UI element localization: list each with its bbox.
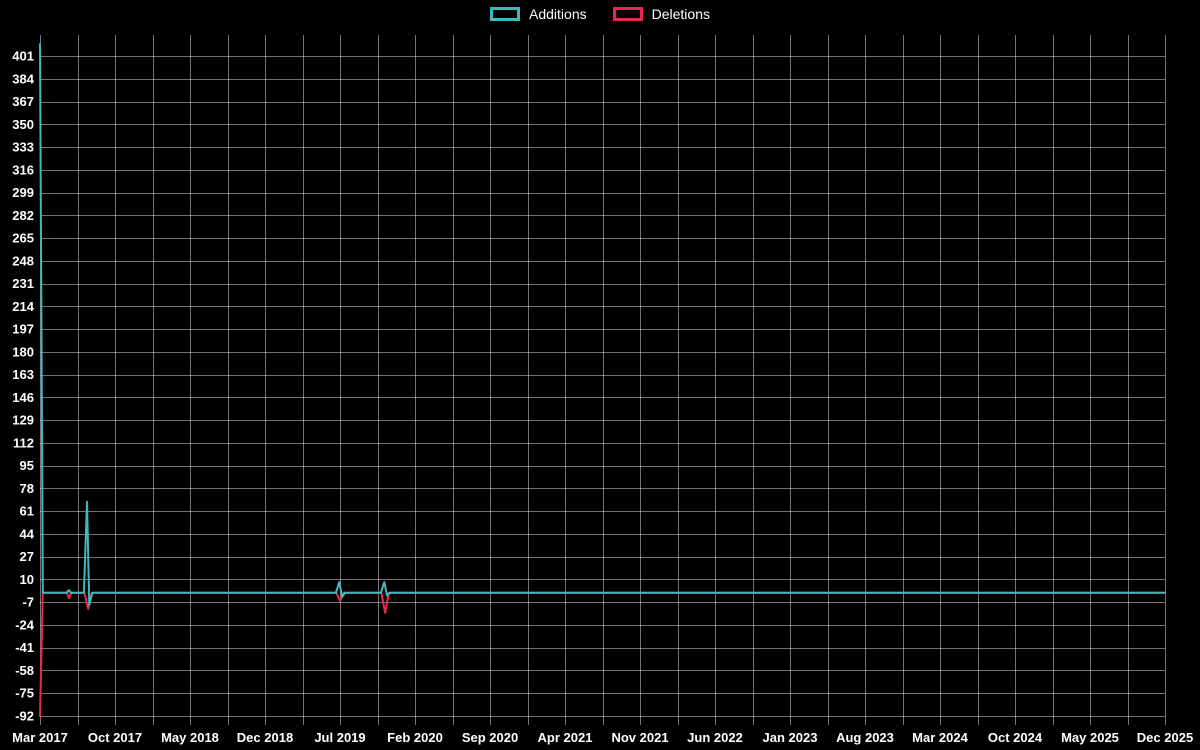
svg-text:Mar 2017: Mar 2017 <box>12 730 68 745</box>
svg-text:Nov 2021: Nov 2021 <box>611 730 668 745</box>
svg-text:-7: -7 <box>22 595 34 610</box>
svg-text:Oct 2017: Oct 2017 <box>88 730 142 745</box>
legend-item-deletions[interactable]: Deletions <box>612 6 710 22</box>
svg-text:-75: -75 <box>15 686 34 701</box>
svg-text:Sep 2020: Sep 2020 <box>462 730 518 745</box>
svg-text:163: 163 <box>12 367 34 382</box>
svg-text:Feb 2020: Feb 2020 <box>387 730 443 745</box>
additions-legend-label: Additions <box>529 6 587 22</box>
svg-text:248: 248 <box>12 253 34 268</box>
deletions-swatch-icon <box>612 7 643 21</box>
svg-text:Aug 2023: Aug 2023 <box>836 730 894 745</box>
svg-text:Jan 2023: Jan 2023 <box>763 730 818 745</box>
svg-text:316: 316 <box>12 162 34 177</box>
svg-text:Dec 2025: Dec 2025 <box>1137 730 1193 745</box>
svg-text:180: 180 <box>12 344 34 359</box>
svg-text:95: 95 <box>20 458 34 473</box>
chart-legend: Additions Deletions <box>0 7 1200 21</box>
svg-text:282: 282 <box>12 208 34 223</box>
svg-text:78: 78 <box>20 481 34 496</box>
svg-text:Dec 2018: Dec 2018 <box>237 730 293 745</box>
grid-lines <box>40 35 1166 725</box>
svg-text:27: 27 <box>20 549 34 564</box>
svg-text:-24: -24 <box>15 617 35 632</box>
additions-line <box>39 43 1166 606</box>
additions-swatch-icon <box>490 7 521 21</box>
svg-text:299: 299 <box>12 185 34 200</box>
svg-text:350: 350 <box>12 117 34 132</box>
svg-text:401: 401 <box>12 49 34 64</box>
svg-text:-41: -41 <box>15 640 34 655</box>
svg-text:Oct 2024: Oct 2024 <box>988 730 1043 745</box>
svg-text:61: 61 <box>20 504 34 519</box>
x-axis-labels: Mar 2017 Oct 2017 May 2018 Dec 2018 Jul 2019… <box>12 730 1193 745</box>
y-axis-labels: 401 384 367 350 333 316 299 282 265 248 231 214 197 1… <box>12 49 34 724</box>
svg-text:-92: -92 <box>15 709 34 724</box>
svg-text:-58: -58 <box>15 663 34 678</box>
svg-text:265: 265 <box>12 231 34 246</box>
svg-text:146: 146 <box>12 390 34 405</box>
svg-text:112: 112 <box>13 435 34 450</box>
svg-text:May 2025: May 2025 <box>1061 730 1119 745</box>
svg-text:214: 214 <box>12 299 34 314</box>
svg-text:10: 10 <box>20 572 34 587</box>
svg-text:Apr 2021: Apr 2021 <box>538 730 593 745</box>
svg-text:May 2018: May 2018 <box>161 730 219 745</box>
svg-text:384: 384 <box>12 71 34 86</box>
svg-text:44: 44 <box>20 526 35 541</box>
svg-text:231: 231 <box>12 276 34 291</box>
svg-text:Jun 2022: Jun 2022 <box>687 730 743 745</box>
svg-text:333: 333 <box>12 140 34 155</box>
deletions-line <box>39 591 1166 717</box>
legend-item-additions[interactable]: Additions <box>490 7 587 21</box>
svg-text:Jul 2019: Jul 2019 <box>314 730 365 745</box>
svg-text:Mar 2024: Mar 2024 <box>912 730 968 745</box>
svg-text:129: 129 <box>12 413 34 428</box>
svg-text:197: 197 <box>12 322 34 337</box>
deletions-legend-label: Deletions <box>651 6 710 22</box>
svg-text:367: 367 <box>12 94 34 109</box>
